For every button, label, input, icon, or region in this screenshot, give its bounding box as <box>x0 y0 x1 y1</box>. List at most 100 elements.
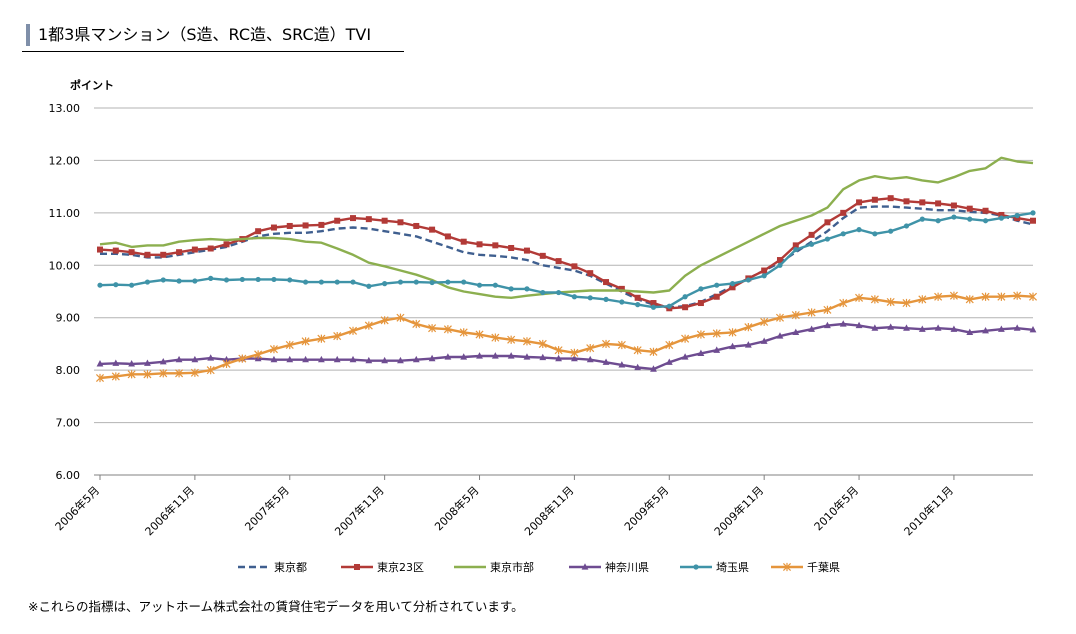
data-point-marker <box>633 346 642 355</box>
data-point-marker <box>538 339 547 349</box>
series-line <box>99 211 1034 309</box>
data-point-marker <box>1013 291 1022 300</box>
data-point-marker <box>508 286 514 292</box>
y-tick-label: 13.00 <box>49 102 81 115</box>
data-point-marker <box>586 355 594 363</box>
data-point-marker <box>317 334 326 343</box>
data-point-marker <box>666 303 672 309</box>
series-埼玉県 <box>97 210 1036 310</box>
data-point-marker <box>523 247 530 254</box>
x-tick-label: 2007年11月 <box>332 483 387 538</box>
data-point-marker <box>301 337 310 346</box>
data-point-marker <box>665 340 674 350</box>
data-point-marker <box>190 368 199 377</box>
data-point-marker <box>1030 210 1036 216</box>
y-tick-label: 9.00 <box>56 312 81 325</box>
data-point-marker <box>888 228 894 234</box>
legend-item: 神奈川県 <box>569 560 649 574</box>
data-point-marker <box>650 304 657 310</box>
series-東京市部 <box>99 156 1034 299</box>
data-point-marker <box>855 293 864 302</box>
data-point-marker <box>728 328 737 337</box>
legend-item: 埼玉県 <box>680 560 749 574</box>
data-point-marker <box>128 249 135 256</box>
data-point-marker <box>965 295 974 304</box>
legend-item: 東京都 <box>238 560 307 574</box>
data-point-marker <box>1013 324 1021 331</box>
data-point-marker <box>713 346 721 353</box>
data-point-marker <box>476 282 483 288</box>
data-point-marker <box>333 355 341 363</box>
series-line <box>99 156 1034 299</box>
data-point-marker <box>776 257 783 264</box>
data-point-marker <box>682 304 689 311</box>
data-point-marker <box>318 279 324 285</box>
data-point-marker <box>396 313 405 322</box>
legend: 東京都 東京23区 東京市部 神奈川県 埼玉県 千葉県 <box>238 560 840 574</box>
data-point-marker <box>334 279 340 285</box>
data-point-marker <box>571 263 578 270</box>
x-tick-label: 2008年11月 <box>521 483 576 538</box>
y-axis-label: ポイント <box>70 78 114 92</box>
data-point-marker <box>872 231 878 237</box>
data-point-marker <box>618 285 625 292</box>
data-point-marker <box>696 330 705 339</box>
data-point-marker <box>285 340 294 350</box>
data-point-marker <box>191 355 199 363</box>
data-point-marker <box>903 223 910 229</box>
data-point-marker <box>902 298 911 308</box>
data-point-marker <box>650 300 657 307</box>
data-point-marker <box>840 209 847 216</box>
data-point-marker <box>460 238 467 245</box>
data-point-marker <box>555 289 562 296</box>
data-point-marker <box>428 354 436 362</box>
data-point-marker <box>698 286 704 292</box>
data-point-marker <box>635 302 641 308</box>
data-point-marker <box>354 564 360 570</box>
data-point-marker <box>650 365 657 372</box>
data-point-marker <box>95 373 105 383</box>
data-point-marker <box>693 564 699 570</box>
x-tick-label: 2006年11月 <box>142 483 197 538</box>
title-block: 1都3県マンション（S造、RC造、SRC造）TVI <box>22 21 404 52</box>
data-point-marker <box>697 349 705 356</box>
data-point-marker <box>903 198 910 205</box>
data-point-marker <box>729 284 736 291</box>
data-point-marker <box>603 296 609 302</box>
data-point-marker <box>160 251 167 258</box>
data-point-marker <box>112 359 120 366</box>
y-tick-label: 10.00 <box>49 259 81 272</box>
x-tick-label: 2009年11月 <box>711 483 766 538</box>
data-point-marker <box>349 355 357 363</box>
legend-label: 東京23区 <box>377 560 424 574</box>
data-point-marker <box>792 242 799 249</box>
data-point-marker <box>491 333 500 342</box>
data-point-marker <box>302 355 309 363</box>
data-point-marker <box>997 292 1006 301</box>
data-point-marker <box>159 357 167 365</box>
data-point-marker <box>617 340 626 350</box>
data-point-marker <box>760 317 769 327</box>
data-point-marker <box>397 219 404 226</box>
data-point-marker <box>381 217 388 224</box>
data-point-marker <box>824 236 831 242</box>
data-point-marker <box>871 196 878 203</box>
data-point-marker <box>350 279 356 285</box>
data-point-marker <box>791 310 800 320</box>
data-point-marker <box>981 292 990 301</box>
data-point-marker <box>571 354 578 362</box>
data-point-marker <box>808 325 816 332</box>
data-point-marker <box>223 277 230 283</box>
series-神奈川県 <box>96 320 1037 372</box>
data-point-marker <box>681 353 689 360</box>
data-point-marker <box>856 227 862 233</box>
data-point-marker <box>111 372 120 381</box>
data-point-marker <box>160 277 166 283</box>
data-point-marker <box>856 199 863 206</box>
line-chart: 6.00 7.00 8.00 9.00 10.00 11.00 12.00 13.00 200… <box>49 78 1038 574</box>
data-point-marker <box>461 279 467 285</box>
data-point-marker <box>318 221 325 228</box>
data-point-marker <box>127 370 136 379</box>
x-axis-ticks: 2006年5月 2006年11月 2007年5月 2007年11月 2008年5月 200… <box>52 475 956 538</box>
data-point-marker <box>682 294 688 300</box>
